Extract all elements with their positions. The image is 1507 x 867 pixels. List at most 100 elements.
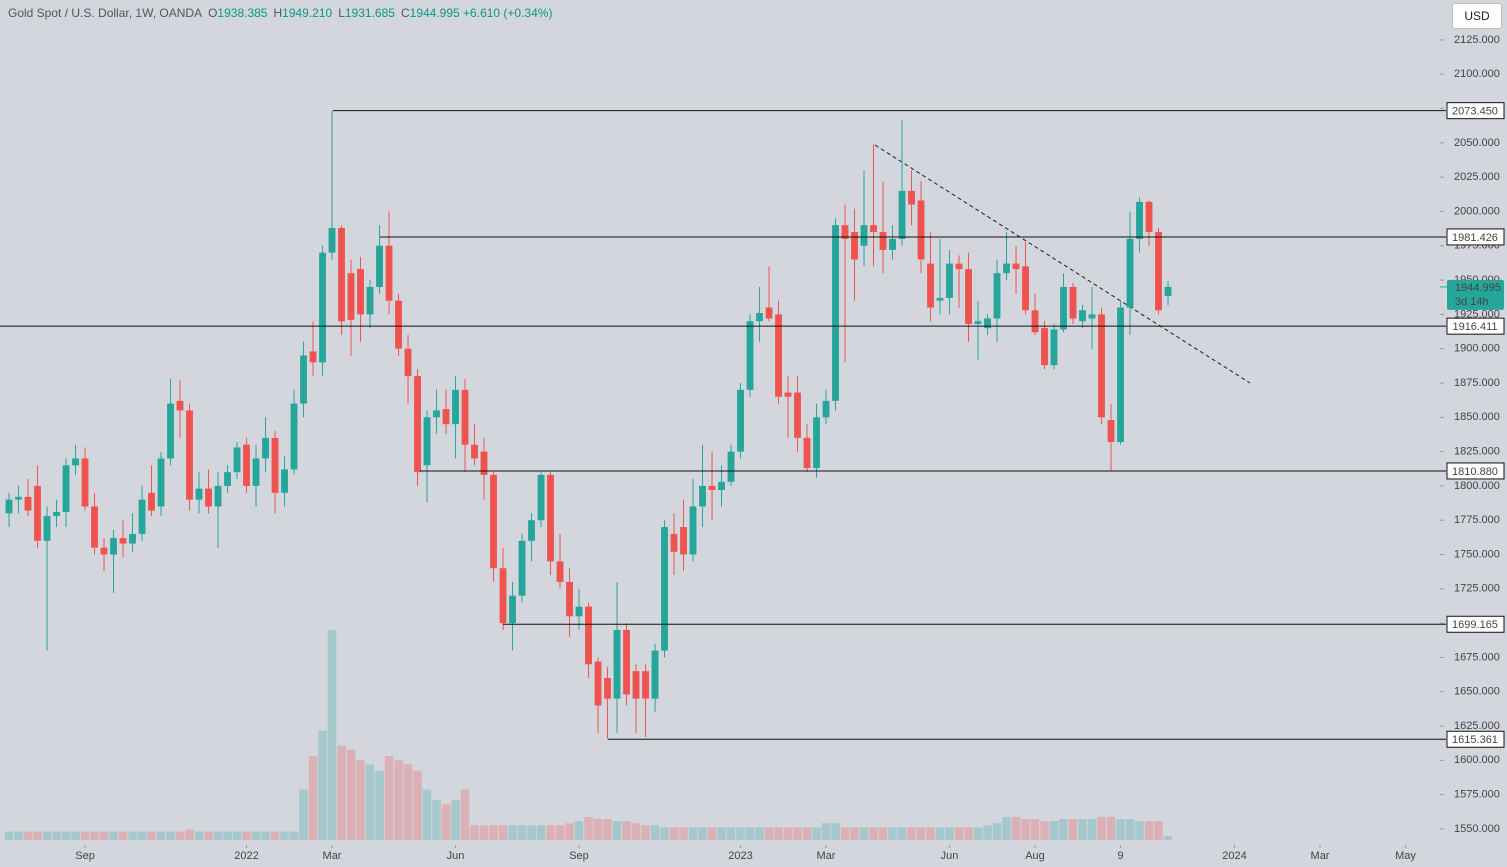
candle-body: [965, 269, 972, 324]
candle-body: [661, 527, 668, 651]
volume-bar: [878, 827, 888, 840]
candle-body: [91, 506, 98, 548]
level-label-box: [1446, 317, 1505, 335]
volume-bar: [831, 823, 840, 840]
volume-bar: [308, 756, 318, 840]
x-tick-label: 2024: [1222, 850, 1246, 862]
volume-bar: [517, 825, 527, 840]
candle-body: [575, 606, 583, 617]
volume-bar: [593, 819, 603, 840]
candle-body: [433, 410, 440, 418]
candle-body: [537, 474, 545, 521]
volume-bar: [242, 831, 251, 840]
level-label: 1810.880: [1452, 466, 1498, 478]
candle-body: [461, 389, 469, 445]
y-tick-label: 2125.000: [1454, 34, 1500, 46]
y-tick-label: 1800.000: [1454, 480, 1500, 492]
candle-body: [452, 389, 459, 425]
volume-bar: [413, 770, 422, 840]
candle-body: [148, 492, 155, 511]
candle-body: [319, 252, 326, 363]
candle-body: [423, 417, 431, 466]
candle-body: [860, 225, 868, 246]
candle-body: [699, 485, 706, 507]
candle-body: [167, 403, 174, 459]
volume-bar: [508, 825, 517, 840]
volume-bar: [356, 760, 365, 840]
volume-bar: [546, 825, 555, 840]
volume-bar: [1087, 819, 1097, 840]
candle-body: [385, 245, 393, 301]
volume-bar: [555, 825, 565, 840]
candle-body: [984, 318, 991, 329]
volume-bar: [42, 831, 52, 840]
candle-body: [157, 458, 165, 507]
level-label: 1615.361: [1452, 734, 1498, 746]
volume-bar: [61, 831, 71, 840]
volume-bar: [755, 827, 764, 840]
candle-body: [841, 225, 849, 239]
volume-bar: [394, 760, 403, 840]
volume-bar: [99, 831, 109, 840]
volume-bar: [71, 831, 80, 840]
volume-bar: [964, 827, 973, 840]
x-tick-label: 2023: [728, 850, 752, 862]
candle-body: [471, 444, 478, 459]
volume-bar: [156, 831, 166, 840]
y-tick-label: 1725.000: [1454, 583, 1500, 595]
volume-bar: [1002, 816, 1011, 840]
volume-bar: [679, 827, 688, 840]
volume-bar: [926, 827, 935, 840]
candle-body: [252, 458, 260, 486]
volume-bar: [726, 827, 736, 840]
candle-body: [642, 671, 649, 699]
volume-bar: [251, 831, 261, 840]
volume-bar: [280, 831, 289, 840]
symbol-title: Gold Spot / U.S. Dollar, 1W, OANDA: [8, 6, 203, 20]
currency-button[interactable]: USD: [1452, 3, 1502, 29]
volume-bar: [498, 825, 508, 840]
candle-body: [670, 533, 678, 552]
x-tick-label: Jun: [941, 850, 959, 862]
ohlc-key: O: [208, 6, 218, 20]
candle-body: [490, 474, 497, 569]
candle-body: [43, 516, 51, 541]
volume-bar: [802, 827, 812, 840]
candle-body: [414, 376, 421, 473]
candle-body: [518, 540, 526, 596]
y-tick-label: 2000.000: [1454, 205, 1500, 217]
x-tick-label: Sep: [569, 850, 589, 862]
candle-body: [803, 437, 811, 469]
candle-body: [604, 678, 611, 699]
candle-body: [1155, 232, 1162, 311]
candle-body: [613, 629, 621, 699]
volume-bar: [859, 827, 869, 840]
volume-bar: [318, 730, 327, 840]
volume-bar: [1163, 835, 1173, 840]
volume-bar: [337, 745, 346, 840]
volume-bar: [299, 789, 308, 840]
candle-body: [547, 474, 554, 562]
candle-body: [946, 263, 953, 298]
y-tick-label: 2100.000: [1454, 68, 1500, 80]
volume-bar: [935, 827, 945, 840]
volume-bar: [270, 831, 280, 840]
candle-body: [233, 447, 241, 473]
candle-body: [1107, 420, 1115, 442]
volume-bar: [365, 764, 375, 840]
volume-bar: [612, 821, 622, 840]
volume-bar: [745, 827, 755, 840]
volume-bar: [992, 823, 1002, 840]
candle-body: [366, 286, 374, 315]
volume-bar: [327, 630, 337, 840]
volume-bar: [574, 821, 584, 840]
candle-body: [5, 499, 13, 514]
volume-bar: [432, 800, 441, 840]
volume-bar: [897, 827, 907, 840]
volume-bar: [783, 827, 793, 840]
volume-bar: [479, 825, 489, 840]
volume-bar: [1106, 816, 1116, 840]
y-tick-label: 1550.000: [1454, 823, 1500, 835]
